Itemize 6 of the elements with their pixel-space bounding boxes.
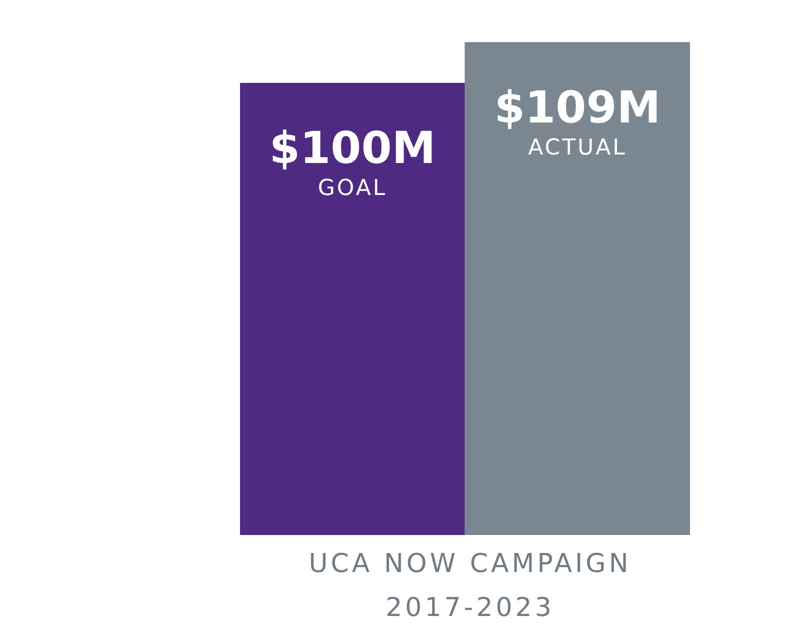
data-label: $100M — [269, 123, 436, 174]
text: UCA NOW CAMPAIGN — [308, 549, 632, 579]
x-tick-label: GOAL — [318, 176, 388, 202]
text: 2017-2023 — [384, 593, 556, 623]
data-label: $109M — [494, 82, 661, 134]
x-tick-label: ACTUAL — [528, 135, 627, 160]
